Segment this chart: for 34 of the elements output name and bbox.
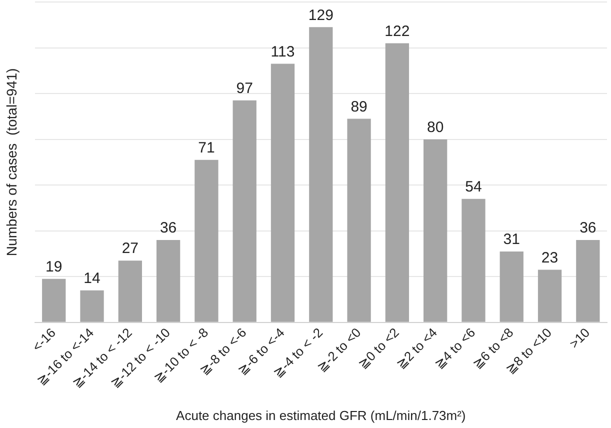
data-label: 113 xyxy=(270,43,295,60)
data-label: 80 xyxy=(426,118,444,136)
bar xyxy=(156,240,180,322)
data-label: 122 xyxy=(384,22,410,40)
x-axis-title: Acute changes in estimated GFR (mL/min/1.73m²) xyxy=(176,408,466,423)
data-label: 36 xyxy=(160,220,177,237)
bar xyxy=(462,198,486,322)
bar xyxy=(194,160,218,322)
x-tick-label: >10 xyxy=(566,324,593,352)
data-label: 27 xyxy=(122,240,139,258)
data-label: 97 xyxy=(236,80,253,98)
bar xyxy=(80,290,104,322)
data-label: 71 xyxy=(198,140,215,157)
bar xyxy=(42,278,66,322)
bar xyxy=(385,43,410,322)
data-label: 14 xyxy=(84,270,100,287)
bar xyxy=(118,260,142,322)
data-label: 54 xyxy=(465,178,482,196)
bar xyxy=(347,118,371,322)
bar xyxy=(500,251,524,322)
x-tick-label: <-16 xyxy=(29,324,59,354)
y-axis-title: Numbers of cases (total=941) xyxy=(3,68,20,256)
bar xyxy=(424,139,448,322)
bar xyxy=(576,240,600,322)
bar xyxy=(232,100,256,322)
data-label: 31 xyxy=(503,231,520,248)
bar xyxy=(538,270,562,322)
data-label: 19 xyxy=(46,258,62,276)
bar xyxy=(309,27,333,322)
bar xyxy=(270,64,295,322)
data-label: 129 xyxy=(308,6,334,24)
data-label: 36 xyxy=(580,220,596,237)
data-label: 89 xyxy=(350,98,368,116)
data-label: 23 xyxy=(541,249,558,266)
